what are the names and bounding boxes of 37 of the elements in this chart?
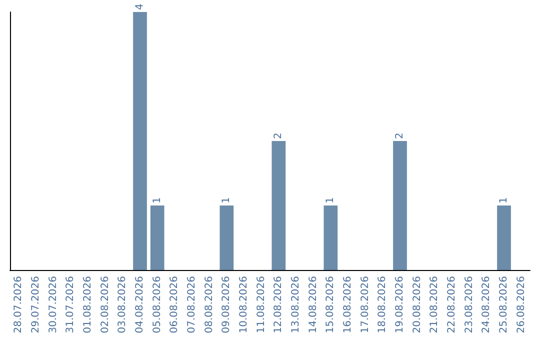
x-tick-label: 07.08.2026 <box>186 276 198 334</box>
x-tick-label: 13.08.2026 <box>290 276 302 334</box>
data-label: 1 <box>152 197 163 204</box>
x-tick-label: 29.07.2026 <box>30 276 42 334</box>
x-tick-label: 14.08.2026 <box>308 276 319 334</box>
x-tick-label: 22.08.2026 <box>446 276 458 334</box>
x-tick-label: 11.08.2026 <box>256 276 267 334</box>
x-tick-label: 01.08.2026 <box>82 276 94 334</box>
x-tick-label: 25.08.2026 <box>498 276 510 334</box>
x-tick-label: 08.08.2026 <box>204 276 215 334</box>
x-tick-label: 06.08.2026 <box>169 276 180 334</box>
x-tick-label: 04.08.2026 <box>134 276 146 334</box>
x-tick-label: 21.08.2026 <box>429 276 440 334</box>
data-label: 2 <box>394 132 406 139</box>
data-label: 1 <box>498 197 510 204</box>
x-tick-label: 19.08.2026 <box>394 276 406 334</box>
data-label: 4 <box>134 4 146 10</box>
data-label: 2 <box>273 132 284 139</box>
x-tick-label: 23.08.2026 <box>464 276 475 334</box>
x-tick-label: 02.08.2026 <box>100 276 111 334</box>
x-tick-label: 16.08.2026 <box>342 276 354 334</box>
x-tick-label: 09.08.2026 <box>221 276 232 334</box>
x-tick-label: 24.08.2026 <box>481 276 492 334</box>
x-tick-label: 12.08.2026 <box>273 276 284 334</box>
x-tick-label: 17.08.2026 <box>360 276 371 334</box>
x-tick-label: 28.07.2026 <box>13 276 24 334</box>
x-tick-label: 10.08.2026 <box>238 276 250 334</box>
x-tick-label: 20.08.2026 <box>412 276 423 334</box>
x-tick-label: 31.07.2026 <box>65 276 76 334</box>
x-tick-label: 15.08.2026 <box>325 276 336 334</box>
x-tick-label: 03.08.2026 <box>117 276 128 334</box>
x-tick-label: 18.08.2026 <box>377 276 388 334</box>
data-label: 1 <box>325 197 336 204</box>
data-label: 1 <box>221 197 232 204</box>
x-tick-label: 05.08.2026 <box>152 276 163 334</box>
x-tick-label: 26.08.2026 <box>516 276 527 334</box>
x-tick-label: 30.07.2026 <box>48 276 59 334</box>
